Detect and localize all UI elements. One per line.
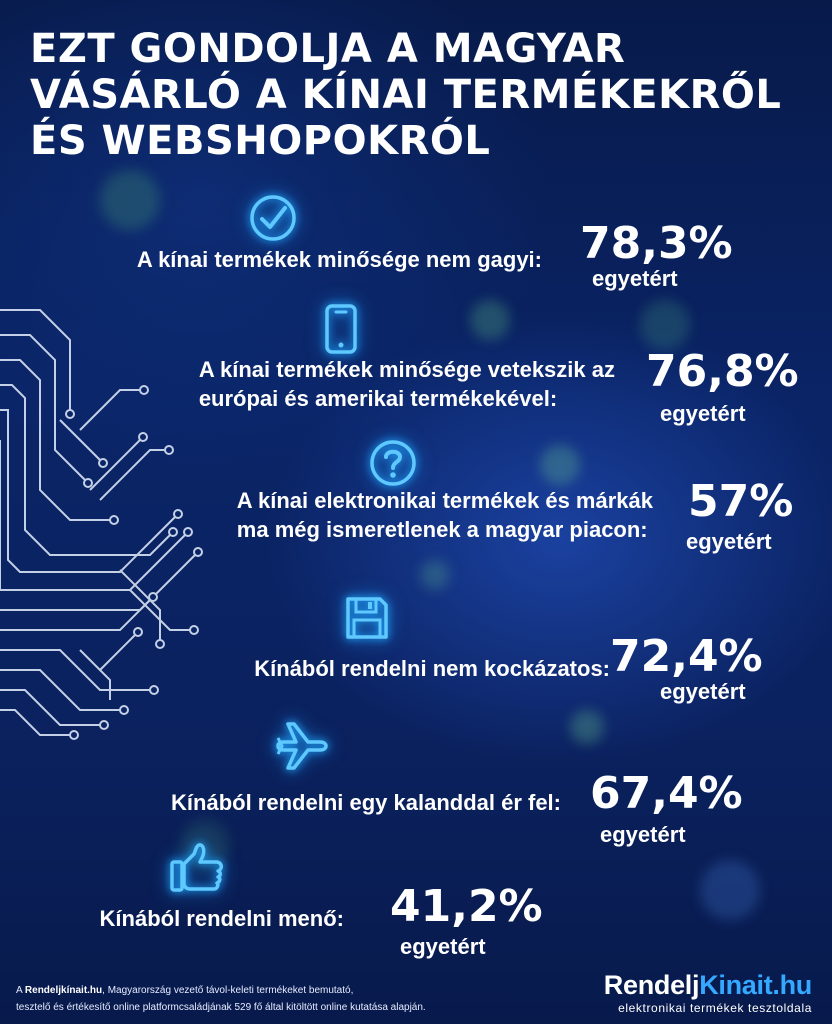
agree-label: egyetért [600, 822, 686, 847]
statement-line: A kínai termékek minősége nem gagyi: [136, 247, 542, 272]
bokeh-light [540, 445, 580, 485]
brand-logo: RendeljKinait.hu elektronikai termékek t… [603, 970, 813, 1016]
agree-label: egyetért [592, 266, 678, 291]
floppy-disk-icon [344, 595, 390, 641]
page-title: EZT GONDOLJA A MAGYAR VÁSÁRLÓ A KÍNAI TE… [30, 26, 790, 164]
bokeh-light [570, 710, 604, 744]
agree-label: egyetért [686, 529, 772, 554]
statement-label: A kínai termékek minősége nem gagyi: [137, 245, 542, 274]
circuit-board-graphic [0, 309, 203, 740]
title-line: ÉS WEBSHOPOKRÓL [30, 118, 491, 164]
statement-line: A kínai elektronikai termékek és márkák [236, 488, 653, 513]
percent-value: 57% [688, 476, 794, 527]
footer-brand: Rendeljkínait.hu [24, 985, 103, 996]
statement-line: európai és amerikai termékekével: [198, 386, 558, 411]
bokeh-light [470, 300, 510, 340]
title-line: EZT GONDOLJA A MAGYAR [30, 26, 626, 72]
statement-label: A kínai termékek minősége vetekszik az e… [199, 355, 615, 413]
question-circle-icon [368, 438, 418, 488]
statement-line: ma még ismeretlenek a magyar piacon: [236, 517, 648, 542]
title-line: VÁSÁRLÓ A KÍNAI TERMÉKEKRŐL [30, 72, 782, 118]
statement-line: Kínából rendelni menő: [99, 906, 344, 931]
bokeh-light [100, 170, 160, 230]
smartphone-icon [324, 303, 358, 355]
airplane-icon [272, 718, 330, 774]
percent-value: 76,8% [646, 346, 799, 397]
statement-line: Kínából rendelni nem kockázatos: [254, 656, 610, 681]
footer-prefix: A [16, 985, 25, 996]
bokeh-light [420, 560, 450, 590]
footer-line: A Rendeljkínait.hu, Magyarország vezető … [16, 982, 426, 999]
bokeh-light [700, 860, 760, 920]
statement-line: Kínából rendelni egy kalanddal ér fel: [171, 790, 561, 815]
agree-label: egyetért [660, 401, 746, 426]
percent-value: 67,4% [590, 768, 743, 819]
logo-wordmark: RendeljKinait.hu [603, 970, 813, 1000]
footer-text: , Magyarország vezető távol-keleti termé… [102, 985, 354, 996]
statement-label: A kínai elektronikai termékek és márkák … [237, 486, 653, 544]
footer-line: tesztelő és értékesítő online platformcs… [16, 1002, 426, 1013]
statement-label: Kínából rendelni menő: [100, 904, 344, 933]
footer-note: A Rendeljkínait.hu, Magyarország vezető … [16, 982, 426, 1016]
logo-part: Kinait.hu [699, 970, 812, 1000]
thumbs-up-icon [168, 840, 228, 896]
percent-value: 78,3% [580, 218, 733, 269]
logo-part: Rendelj [603, 970, 700, 1000]
agree-label: egyetért [660, 679, 746, 704]
logo-tagline: elektronikai termékek tesztoldala [618, 1001, 812, 1015]
percent-value: 72,4% [610, 631, 763, 682]
bokeh-light [640, 300, 690, 350]
checkmark-circle-icon [248, 193, 298, 243]
statement-label: Kínából rendelni egy kalanddal ér fel: [171, 788, 561, 817]
agree-label: egyetért [400, 934, 486, 959]
percent-value: 41,2% [390, 881, 543, 932]
statement-label: Kínából rendelni nem kockázatos: [254, 654, 610, 683]
statement-line: A kínai termékek minősége vetekszik az [198, 357, 615, 382]
